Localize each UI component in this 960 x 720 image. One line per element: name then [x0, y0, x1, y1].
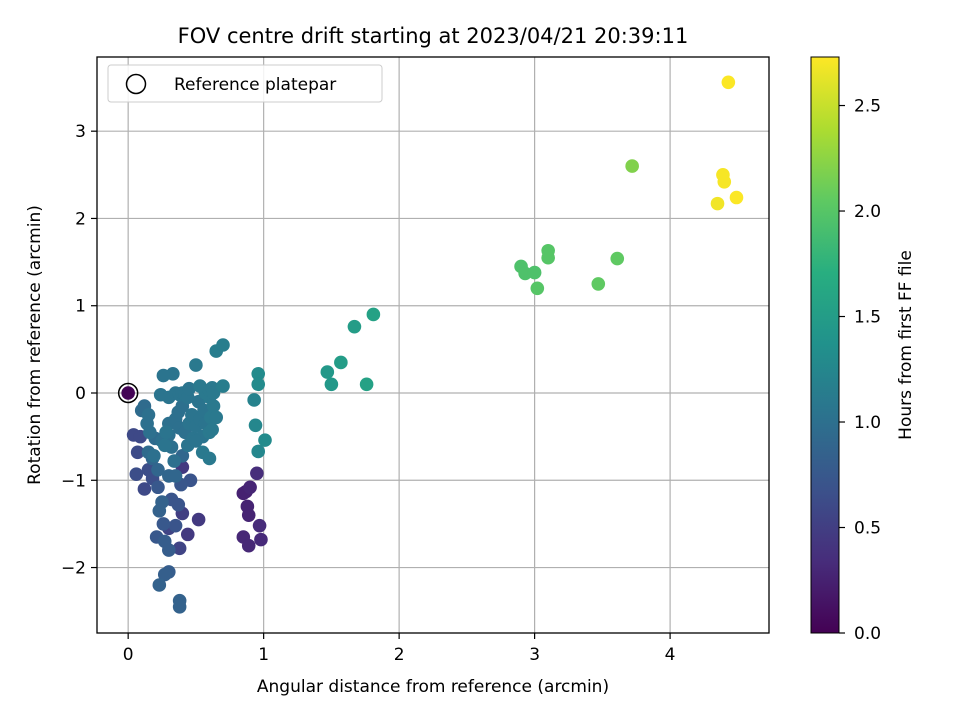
colorbar-label: Hours from first FF file [896, 250, 916, 440]
x-tick-label: 4 [665, 645, 676, 665]
scatter-point [189, 434, 203, 448]
colorbar-tick-label: 2.0 [854, 202, 881, 222]
scatter-point [157, 438, 172, 453]
scatter-point [216, 379, 230, 393]
grid-lines [97, 57, 769, 633]
colorbar-tick-label: 1.5 [854, 308, 881, 328]
legend-entry-label: Reference platepar [174, 75, 336, 95]
scatter-point [189, 358, 203, 372]
scatter-point [359, 377, 374, 392]
reference-marker-layer [117, 382, 139, 404]
y-axis-ticks: −2 −1 0 1 2 3 [61, 122, 97, 579]
scatter-point [162, 543, 176, 557]
scatter-point [334, 355, 348, 370]
colorbar: 0.0 0.5 1.0 1.5 2.0 2.5 Hours from first FF f… [810, 56, 916, 644]
x-axis-ticks: 0 1 2 3 4 [123, 633, 676, 665]
scatter-point [202, 451, 217, 466]
chart-title: FOV centre drift starting at 2023/04/21 … [178, 24, 689, 48]
scatter-point [254, 532, 268, 547]
legend-marker-icon [125, 73, 147, 95]
scatter-point [141, 463, 156, 477]
scatter-point [324, 377, 339, 392]
scatter-point [206, 386, 221, 400]
scatter-point [168, 518, 183, 533]
scatter-point [251, 444, 266, 459]
y-tick-label: 3 [75, 122, 86, 142]
y-tick-label: −1 [61, 471, 86, 491]
scatter-point [243, 480, 257, 495]
y-tick-label: 1 [75, 297, 86, 317]
scatter-point [180, 527, 195, 542]
scatter-point [205, 422, 219, 437]
scatter-point [143, 425, 157, 440]
scatter-point [171, 497, 186, 512]
colorbar-gradient [810, 56, 840, 634]
scatter-point [717, 175, 732, 189]
scatter-point [216, 338, 230, 352]
scatter-point [167, 454, 182, 468]
scatter-point [157, 567, 172, 582]
scatter-point [156, 517, 171, 531]
scatter-point [625, 159, 639, 173]
scatter-point [252, 518, 267, 533]
x-axis-label: Angular distance from reference (arcmin) [257, 677, 609, 697]
scatter-point [168, 469, 183, 483]
y-axis-label: Rotation from reference (arcmin) [25, 205, 45, 485]
scatter-point [591, 277, 606, 291]
y-tick-label: 0 [75, 384, 86, 404]
plot-frame [96, 56, 770, 634]
colorbar-tick-label: 2.5 [854, 97, 881, 117]
scatter-point [347, 319, 362, 334]
scatter-point [527, 265, 542, 280]
scatter-point [155, 495, 169, 509]
scatter-point [729, 190, 744, 205]
scatter-point [121, 386, 135, 400]
scatter-points [121, 75, 744, 614]
scatter-point [320, 365, 335, 379]
y-tick-label: 2 [75, 209, 86, 229]
colorbar-tick-label: 0.5 [854, 519, 881, 539]
scatter-point [182, 381, 196, 396]
scatter-point [130, 445, 145, 460]
scatter-point [152, 578, 167, 592]
scatter-point [247, 393, 261, 407]
scatter-point [250, 466, 264, 481]
x-tick-label: 2 [394, 645, 405, 665]
scatter-point [251, 367, 266, 381]
scatter-point [541, 243, 555, 258]
scatter-point [191, 512, 206, 527]
legend-box [107, 64, 383, 103]
colorbar-ticks: 0.0 0.5 1.0 1.5 2.0 2.5 [839, 97, 881, 644]
scatter-point [159, 425, 173, 440]
scatter-point [137, 482, 152, 496]
scatter-point [209, 410, 224, 425]
scatter-point [710, 196, 725, 211]
x-tick-label: 0 [123, 645, 134, 665]
scatter-point [172, 600, 187, 614]
scatter-point [530, 281, 545, 296]
scatter-point [721, 75, 736, 90]
scatter-point [241, 538, 256, 553]
scatter-point [366, 307, 381, 322]
y-tick-label: −2 [61, 559, 86, 579]
colorbar-tick-label: 0.0 [854, 624, 881, 644]
scatter-point [151, 463, 165, 477]
colorbar-tick-label: 1.0 [854, 413, 881, 433]
scatter-point [147, 449, 161, 463]
scatter-point [251, 377, 266, 392]
x-tick-label: 1 [258, 645, 269, 665]
scatter-point [248, 418, 263, 433]
reference-platepar-marker [117, 382, 139, 404]
x-tick-label: 3 [529, 645, 540, 665]
legend: Reference platepar [107, 64, 383, 103]
scatter-point [129, 467, 144, 481]
scatter-point [156, 368, 171, 383]
scatter-point [258, 433, 272, 447]
scatter-point [172, 541, 187, 556]
scatter-point [241, 508, 256, 522]
scatter-point [610, 251, 625, 266]
scatter-point [151, 480, 165, 495]
